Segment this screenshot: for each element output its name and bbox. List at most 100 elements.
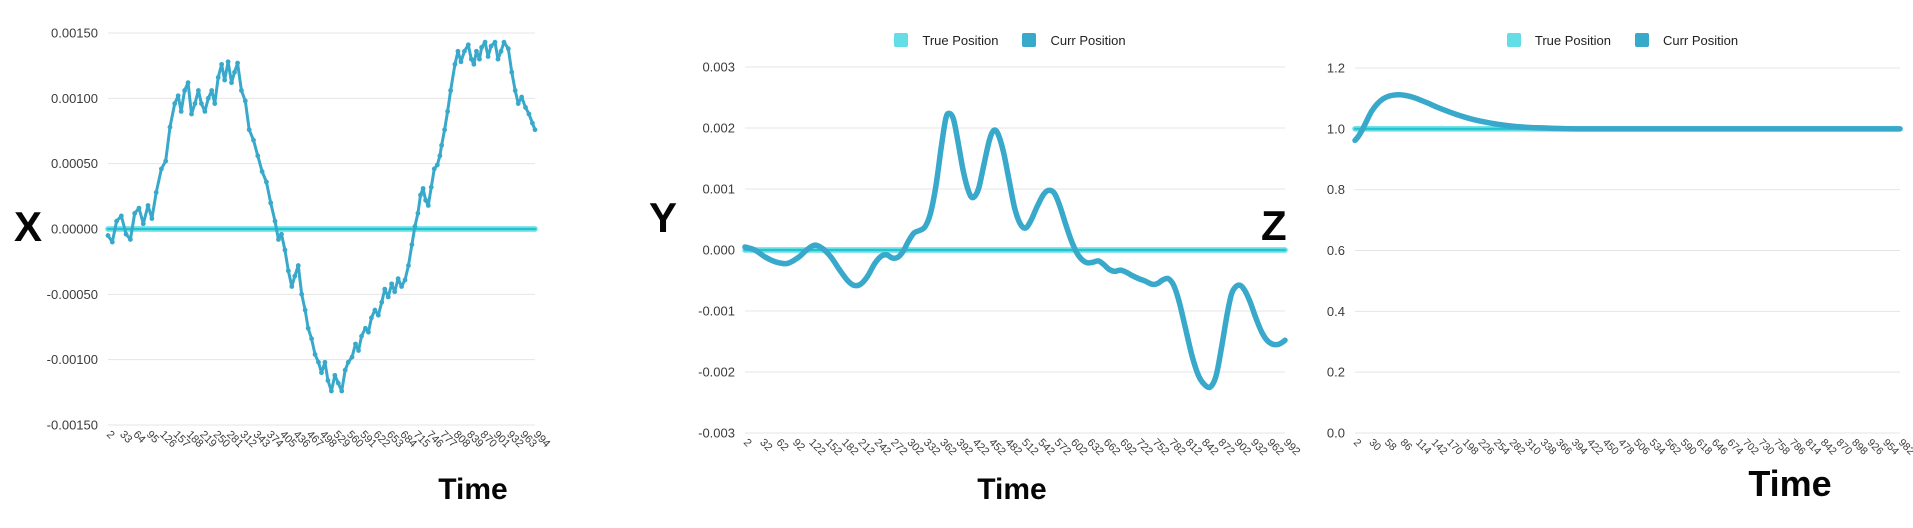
curr-position-marker: [199, 101, 204, 106]
true-position-swatch[interactable]: [894, 33, 909, 47]
curr-position-marker: [209, 88, 215, 93]
legend-true-label[interactable]: True Position: [922, 32, 999, 48]
curr-position-marker: [322, 359, 328, 365]
curr-position-marker: [369, 315, 374, 321]
chart-x-group: 0.00150 0.00100 0.00050 0.00000 -0.00050 -0.0…: [47, 26, 553, 451]
curr-position-marker: [219, 61, 225, 67]
x-tick-label: 872: [1215, 437, 1236, 458]
x-tick-label: 962: [1265, 437, 1286, 458]
curr-position-marker: [123, 231, 129, 237]
y-tick-label: -0.002: [698, 365, 735, 380]
curr-position-marker: [345, 359, 351, 365]
curr-position-marker: [409, 242, 415, 248]
chart-x-time-label: Time: [438, 473, 508, 506]
legend-true-label[interactable]: True Position: [1534, 32, 1611, 48]
curr-position-marker: [285, 268, 291, 274]
curr-position-marker: [471, 61, 477, 67]
x-tick-label: 752: [1150, 437, 1171, 458]
x-tick-label: 332: [921, 437, 942, 458]
x-tick-label: 272: [888, 437, 909, 458]
curr-position-marker: [195, 88, 201, 93]
curr-position-marker: [428, 184, 434, 190]
y-tick-label: -0.00050: [47, 287, 98, 302]
curr-position-marker: [292, 273, 298, 279]
x-tick-label: 2: [1351, 437, 1364, 450]
curr-position-marker: [423, 197, 429, 203]
curr-position-marker: [279, 231, 284, 237]
curr-position-marker: [185, 80, 191, 86]
curr-position-marker: [359, 333, 364, 339]
x-tick-label: 242: [872, 437, 893, 458]
curr-position-marker: [437, 153, 443, 159]
curr-position-marker: [309, 336, 314, 342]
curr-position-marker: [455, 48, 461, 54]
curr-position-marker: [132, 210, 138, 216]
curr-position-marker: [526, 111, 532, 117]
curr-position-marker: [319, 370, 324, 376]
curr-position-marker: [395, 276, 401, 282]
true-position-swatch[interactable]: [1506, 33, 1521, 47]
x-tick-label: 212: [855, 437, 876, 458]
curr-position-marker: [335, 380, 341, 386]
curr-position-marker: [495, 56, 501, 62]
curr-position-marker: [235, 60, 240, 66]
x-tick-label: 2: [741, 437, 754, 450]
chart-z-time-label: Time: [1748, 463, 1832, 504]
curr-position-marker: [399, 284, 404, 289]
curr-position-marker: [316, 359, 321, 365]
curr-position-marker: [251, 137, 256, 143]
y-tick-label: -0.003: [698, 426, 735, 441]
curr-position-marker: [268, 200, 274, 206]
curr-position-marker: [178, 109, 184, 114]
x-tick-label: 362: [937, 437, 958, 458]
chart-z-plot-area[interactable]: [1355, 68, 1900, 433]
curr-position-marker: [202, 109, 208, 114]
curr-position-swatch[interactable]: [1022, 33, 1037, 47]
x-tick-label: 482: [1003, 437, 1024, 458]
curr-position-marker: [425, 203, 431, 208]
x-tick-label: 32: [757, 437, 774, 454]
chart-x-axis-letter: X: [14, 203, 42, 250]
curr-position-swatch[interactable]: [1634, 33, 1649, 47]
curr-position-marker: [172, 101, 178, 106]
curr-position-marker: [512, 88, 518, 93]
curr-position-marker: [375, 312, 381, 318]
y-tick-label: -0.00100: [47, 352, 98, 367]
curr-position-marker: [136, 205, 142, 211]
curr-position-marker: [412, 223, 418, 229]
curr-position-marker: [442, 127, 448, 133]
legend-curr-label[interactable]: Curr Position: [1050, 32, 1126, 48]
x-tick-label: 122: [806, 437, 827, 458]
x-tick-label: 932: [1248, 437, 1269, 458]
legend-curr-label[interactable]: Curr Position: [1662, 32, 1739, 48]
curr-position-marker: [242, 98, 248, 104]
curr-position-line: [742, 110, 1288, 391]
x-tick-label: 86: [1398, 437, 1415, 454]
curr-position-marker: [175, 93, 181, 99]
curr-position-marker: [282, 247, 288, 253]
x-tick-label: 842: [1199, 437, 1220, 458]
curr-position-marker: [465, 42, 471, 48]
curr-position-marker: [232, 69, 237, 75]
curr-position-marker: [485, 54, 491, 59]
curr-position-marker: [385, 294, 391, 300]
x-tick-label: 392: [954, 437, 975, 458]
curr-position-marker: [289, 284, 295, 289]
curr-position-marker: [276, 237, 281, 242]
curr-position-marker: [239, 88, 244, 93]
curr-position-marker: [192, 101, 198, 106]
y-tick-label: 0.6: [1327, 243, 1345, 258]
curr-position-marker: [415, 210, 421, 216]
curr-position-marker: [325, 378, 331, 383]
curr-position-marker: [452, 61, 458, 67]
curr-position-marker: [222, 77, 228, 83]
y-tick-label: 0.8: [1327, 182, 1345, 197]
curr-position-marker: [229, 80, 234, 86]
y-tick-label: -0.001: [698, 304, 735, 319]
curr-position-marker: [379, 299, 385, 305]
curr-position-marker: [225, 59, 231, 65]
x-tick-label: 662: [1101, 437, 1122, 458]
curr-position-marker: [477, 56, 482, 62]
